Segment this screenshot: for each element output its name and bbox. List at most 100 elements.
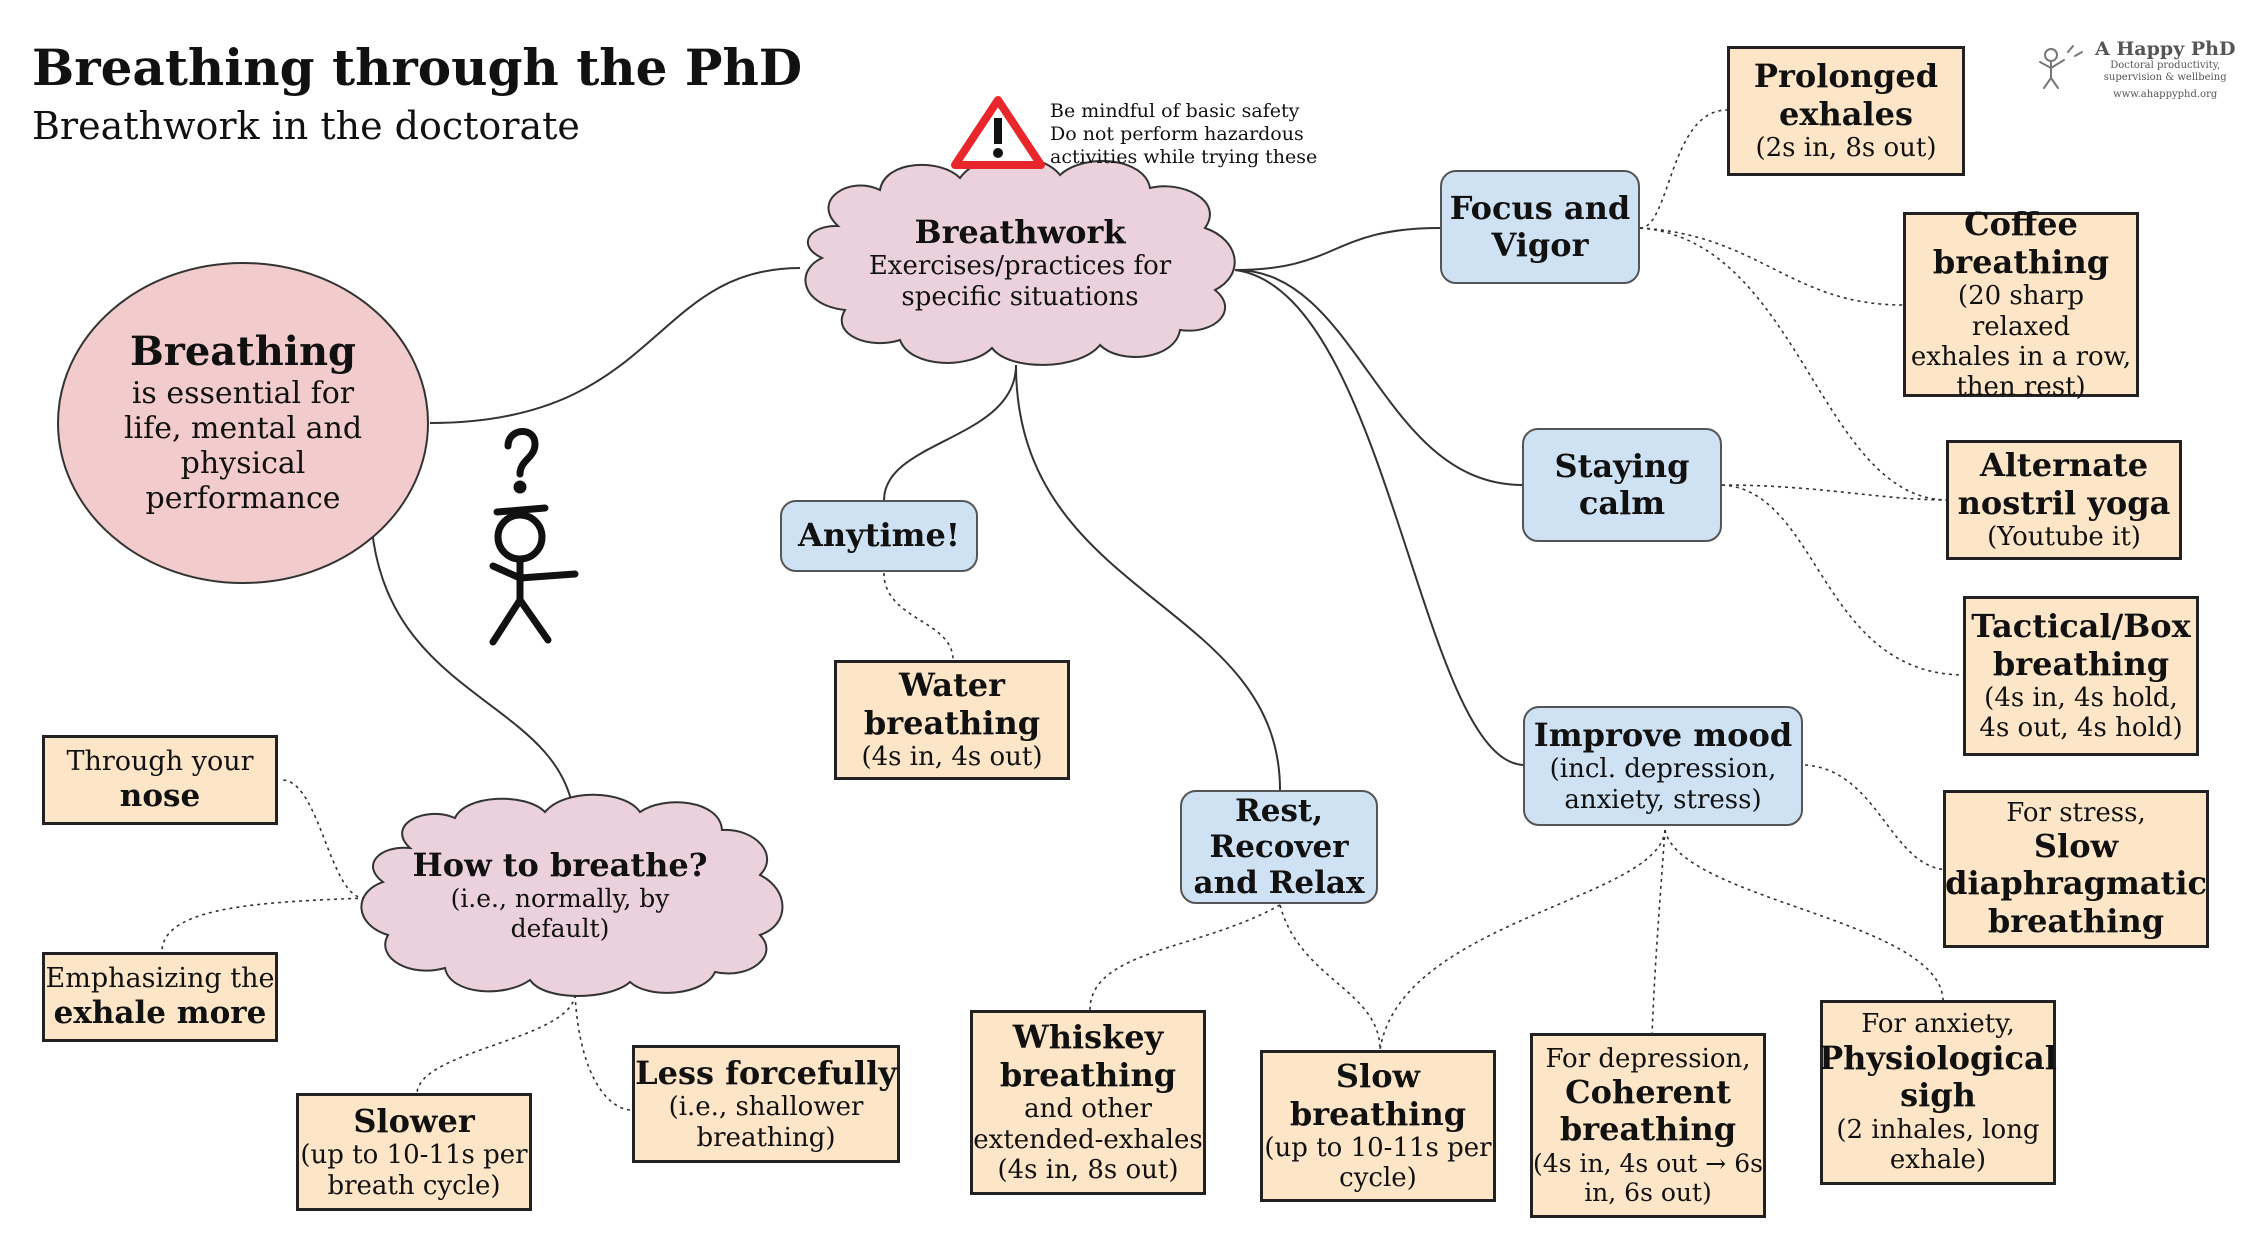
whiskey-line-2: extended-exhales	[973, 1124, 1203, 1155]
breathwork-title: Breathwork	[914, 212, 1126, 251]
depression-line-1: For depression,	[1545, 1043, 1751, 1074]
slower-line-2: breath cycle)	[327, 1170, 501, 1201]
depression-title-1: Coherent	[1565, 1073, 1731, 1112]
solid-connectors	[371, 227, 1526, 816]
anxiety-physiological-sigh-box: For anxiety, Physiological sigh (2 inhal…	[1819, 1000, 2057, 1185]
water-title-1: Water	[899, 666, 1005, 705]
edge-focus-alternate	[1639, 227, 1949, 501]
exhale-more-line-1: Emphasizing the	[45, 963, 275, 995]
staying-calm-box: Staying calm	[1522, 428, 1722, 542]
edge-mood-slow	[1379, 829, 1666, 1051]
breathing-circle	[57, 262, 429, 584]
focus-line-2: Vigor	[1491, 226, 1589, 264]
breathing-title: Breathing	[129, 328, 357, 376]
less-forcefully-title: Less forcefully	[635, 1053, 897, 1092]
focus-line-1: Focus and	[1449, 188, 1631, 227]
less-forcefully-line-2: breathing)	[696, 1122, 836, 1153]
how-cloud	[360, 793, 784, 997]
edge-breathing-how	[371, 529, 575, 816]
logo-name: A Happy PhD	[2095, 38, 2236, 60]
anxiety-title-2: sigh	[1900, 1076, 1976, 1115]
dotted-connectors	[161, 109, 1966, 1111]
stress-title-1: Slow	[2033, 827, 2119, 866]
nose-line-1: Through your	[66, 746, 254, 778]
edge-anytime-water	[883, 572, 954, 661]
whiskey-line-1: and other	[1024, 1094, 1152, 1125]
edge-mood-anxiety	[1664, 829, 1944, 1001]
tactical-line-2: 4s out, 4s hold)	[1979, 713, 2183, 744]
edge-focus-prolonged	[1639, 109, 1728, 229]
edge-how-slower	[416, 994, 576, 1094]
focus-vigor-box: Focus and Vigor	[1440, 170, 1640, 284]
alternate-title-1: Alternate	[1979, 446, 2149, 485]
anytime-box: Anytime!	[780, 500, 978, 572]
warning-line-1: Be mindful of basic safety	[1050, 100, 1300, 122]
breathing-node: Breathing is essential for life, mental …	[88, 318, 398, 528]
exhale-more-box: Emphasizing the exhale more	[42, 952, 278, 1042]
edge-how-nose	[281, 779, 366, 899]
slow-title-2: breathing	[1289, 1094, 1467, 1133]
edge-breathwork-rest	[1015, 364, 1281, 791]
logo: A Happy PhD Doctoral productivity, super…	[2095, 38, 2235, 101]
whiskey-breathing-box: Whiskey breathing and other extended-exh…	[970, 1010, 1206, 1195]
coffee-title-2: breathing	[1932, 242, 2110, 281]
slow-line-2: cycle)	[1339, 1163, 1417, 1194]
safety-warning: Be mindful of basic safety Do not perfor…	[1050, 100, 1317, 168]
rest-line-2: Recover	[1209, 828, 1349, 865]
coffee-title-1: Coffee	[1964, 205, 2078, 244]
breathing-line-4: performance	[145, 481, 341, 517]
breathwork-line-2: specific situations	[901, 281, 1139, 312]
tactical-line-1: (4s in, 4s hold,	[1984, 683, 2178, 714]
slower-title: Slower	[353, 1101, 475, 1140]
whiskey-title-1: Whiskey	[1012, 1018, 1164, 1057]
tactical-box-breathing-box: Tactical/Box breathing (4s in, 4s hold, …	[1963, 596, 2199, 756]
depression-coherent-box: For depression, Coherent breathing (4s i…	[1530, 1033, 1766, 1218]
tactical-title-2: breathing	[1992, 644, 2170, 683]
anytime-title: Anytime!	[798, 516, 960, 555]
breathing-line-1: is essential for	[131, 376, 355, 412]
edge-rest-slow	[1279, 904, 1381, 1051]
slow-line-1: (up to 10-11s per	[1264, 1133, 1492, 1164]
prolonged-exhales-box: Prolonged exhales (2s in, 8s out)	[1727, 46, 1965, 176]
edge-how-exhale	[161, 897, 366, 951]
rest-recover-relax-box: Rest, Recover and Relax	[1180, 790, 1378, 904]
water-line-1: (4s in, 4s out)	[861, 742, 1043, 773]
slow-title-1: Slow	[1335, 1057, 1421, 1096]
edge-breathwork-mood	[1234, 269, 1526, 766]
less-forcefully-box: Less forcefully (i.e., shallower breathi…	[632, 1045, 900, 1163]
edge-breathwork-anytime	[883, 364, 1017, 501]
edge-breathwork-calm	[1234, 269, 1524, 486]
stress-slow-diaphragmatic-box: For stress, Slow diaphragmatic breathing	[1943, 790, 2209, 948]
logo-tagline-1: Doctoral productivity,	[2110, 60, 2221, 71]
anxiety-line-1: For anxiety,	[1861, 1009, 2015, 1040]
slower-box: Slower (up to 10-11s per breath cycle)	[296, 1093, 532, 1211]
anxiety-title-1: Physiological	[1819, 1038, 2057, 1077]
logo-url: www.ahappyphd.org	[2113, 89, 2218, 100]
anxiety-line-3: exhale)	[1889, 1145, 1987, 1176]
edge-rest-whiskey	[1089, 904, 1281, 1011]
edge-mood-stress	[1804, 764, 1951, 871]
rest-line-1: Rest,	[1234, 792, 1324, 829]
logo-figure-icon	[2039, 45, 2083, 89]
alternate-line-1: (Youtube it)	[1987, 522, 2141, 553]
breathwork-line-1: Exercises/practices for	[868, 251, 1172, 282]
depression-line-3: in, 6s out)	[1584, 1178, 1712, 1208]
logo-tagline-2: supervision & wellbeing	[2103, 71, 2227, 83]
how-title: How to breathe?	[412, 846, 708, 885]
calm-line-2: calm	[1578, 484, 1666, 522]
how-to-breathe-node: How to breathe? (i.e., normally, by defa…	[410, 840, 710, 950]
depression-title-2: breathing	[1559, 1110, 1737, 1149]
edge-calm-tactical	[1721, 484, 1966, 676]
warning-line-3: activities while trying these	[1050, 145, 1318, 168]
calm-line-1: Staying	[1554, 446, 1690, 485]
coffee-line-3: then rest)	[1956, 372, 2086, 403]
water-breathing-box: Water breathing (4s in, 4s out)	[834, 660, 1070, 780]
how-line-2: default)	[510, 913, 610, 943]
breathing-line-2: life, mental and	[123, 411, 363, 447]
nose-bold: nose	[119, 777, 201, 814]
prolonged-title-1: Prolonged	[1753, 57, 1939, 96]
stress-line-1: For stress,	[2006, 797, 2146, 828]
confused-stick-figure-icon	[489, 428, 579, 646]
page-subtitle: Breathwork in the doctorate	[32, 104, 580, 148]
